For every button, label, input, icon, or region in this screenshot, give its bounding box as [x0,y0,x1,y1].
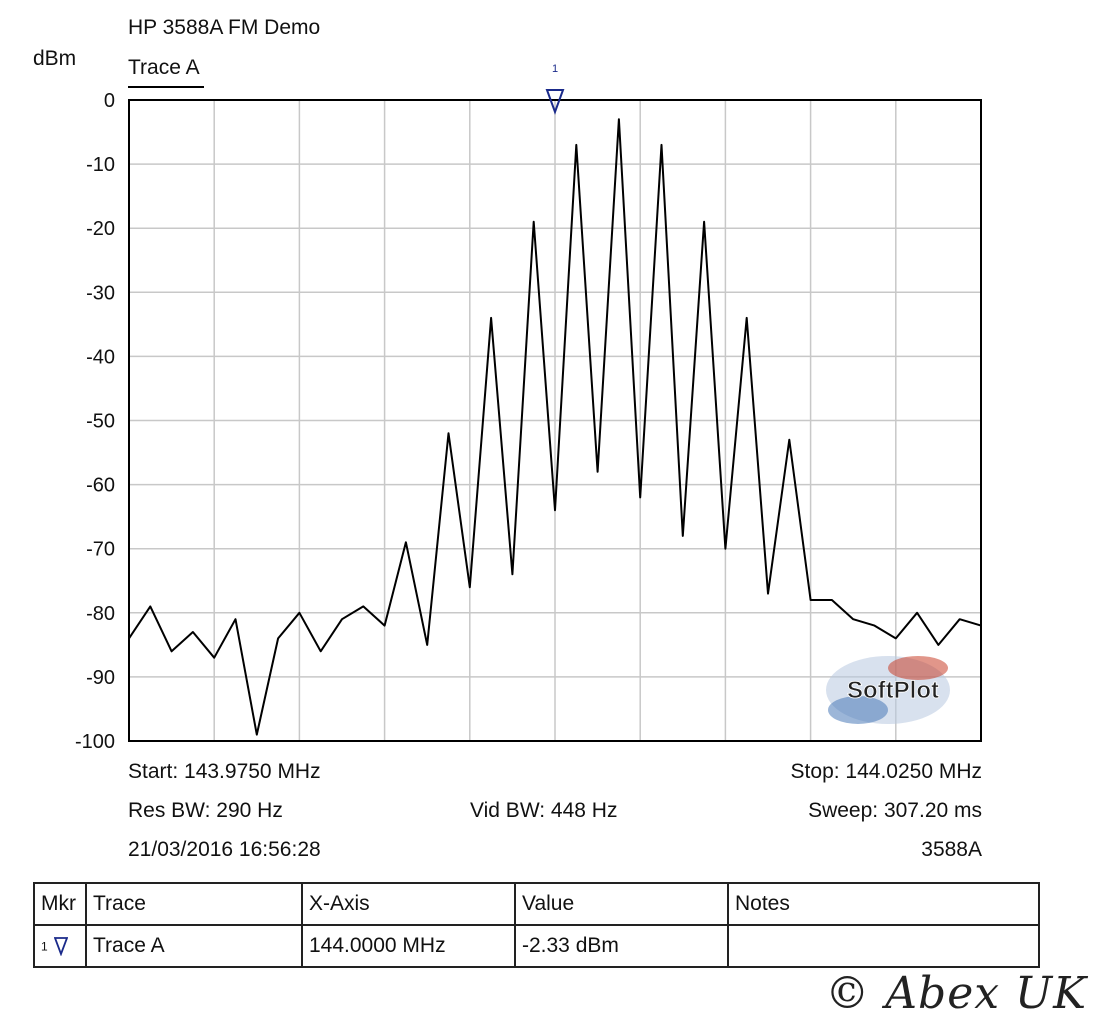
y-axis-ticks: 0 -10 -20 -30 -40 -50 -60 -70 -80 -90 -100 [75,90,115,753]
y-axis-unit: dBm [33,47,77,70]
timestamp: 21/03/2016 16:56:28 [128,838,321,861]
notes-cell [727,924,1040,968]
y-tick-label: -80 [86,603,115,625]
y-tick-label: -60 [86,475,115,497]
marker-1-triangle-icon [545,89,565,115]
marker-triangle-icon [53,937,68,957]
y-tick-label: -10 [86,154,115,176]
y-tick-label: -70 [86,539,115,561]
marker-1-label: 1 [552,63,558,75]
y-tick-label: -20 [86,218,115,240]
trace-a-line [128,118,982,736]
y-tick-label: -100 [75,731,115,753]
video-bandwidth: Vid BW: 448 Hz [470,799,618,822]
x-axis-cell: 144.0000 MHz [301,924,516,968]
spectrum-plot: 0 -10 -20 -30 -40 -50 -60 -70 -80 -90 -100 1 [75,63,982,753]
trace-cell: Trace A [85,924,303,968]
legend-trace-line [128,86,204,88]
marker-number: 1 [41,939,48,954]
table-row[interactable]: 1 Trace A 144.0000 MHz -2.33 dBm [33,924,1040,968]
start-frequency: Start: 143.9750 MHz [128,760,321,783]
resolution-bandwidth: Res BW: 290 Hz [128,799,283,822]
col-header-trace: Trace [85,882,303,926]
instrument-model: 3588A [921,838,982,861]
y-tick-label: -50 [86,411,115,433]
plot-grid [129,100,981,741]
plot-frame [128,99,982,742]
col-header-notes: Notes [727,882,1040,926]
marker-cell: 1 [33,924,87,968]
y-tick-label: 0 [104,90,115,112]
copyright-watermark: © Abex UK [825,968,1087,1019]
col-header-value: Value [514,882,729,926]
chart-title: HP 3588A FM Demo [128,16,321,39]
y-tick-label: -90 [86,667,115,689]
y-tick-label: -30 [86,282,115,304]
marker-1: 1 [545,63,565,115]
marker-table: Mkr Trace X-Axis Value Notes 1 Trace A 1… [33,882,1040,968]
col-header-mkr: Mkr [33,882,87,926]
softplot-logo-text: SoftPlot [847,677,939,704]
y-tick-label: -40 [86,346,115,368]
stop-frequency: Stop: 144.0250 MHz [790,760,982,783]
value-cell: -2.33 dBm [514,924,729,968]
softplot-logo: SoftPlot [826,656,950,724]
marker-table-header: Mkr Trace X-Axis Value Notes [33,882,1040,926]
legend-trace-label: Trace A [128,56,200,79]
sweep-time: Sweep: 307.20 ms [808,799,982,822]
col-header-x-axis: X-Axis [301,882,516,926]
